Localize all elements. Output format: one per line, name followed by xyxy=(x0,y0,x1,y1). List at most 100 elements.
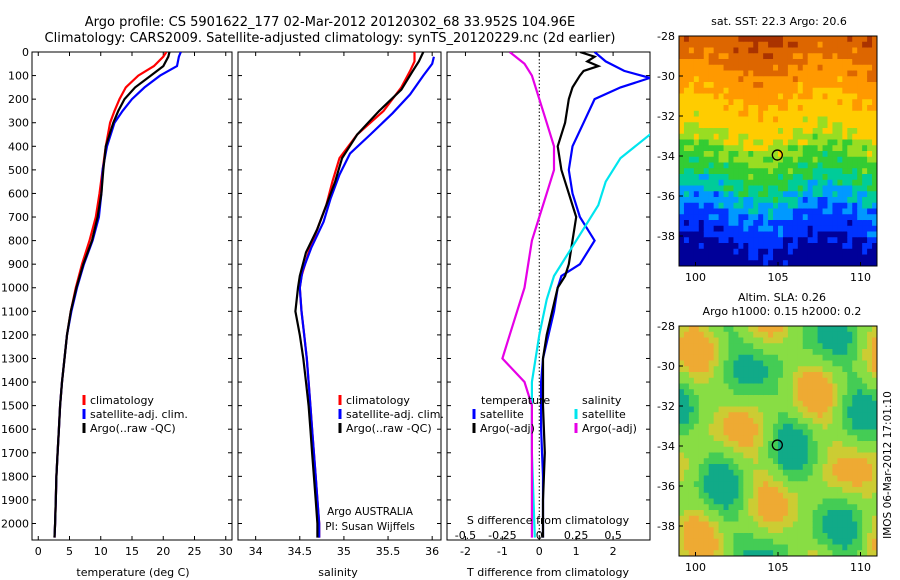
map-cell xyxy=(827,47,833,54)
map-cell xyxy=(679,133,685,140)
map-cell xyxy=(733,133,739,140)
map-cell xyxy=(778,145,784,152)
map-cell xyxy=(743,406,749,413)
map-cell xyxy=(763,220,769,227)
map-cell xyxy=(728,243,734,250)
map-cell xyxy=(862,220,868,227)
map-cell xyxy=(867,110,873,117)
map-cell xyxy=(728,331,734,338)
map-cell xyxy=(768,498,774,505)
map-cell xyxy=(817,76,824,83)
map-cell xyxy=(837,337,843,344)
map-cell xyxy=(773,214,779,221)
map-cell xyxy=(683,76,690,83)
map-cell xyxy=(837,76,843,83)
map-cell xyxy=(782,464,789,471)
map-cell xyxy=(867,116,873,123)
map-cell xyxy=(867,475,873,482)
map-cell xyxy=(723,174,729,181)
map-cell xyxy=(763,366,769,373)
map-cell xyxy=(748,527,754,534)
map-cell xyxy=(748,128,754,135)
map-cell xyxy=(802,168,809,175)
map-cell xyxy=(812,406,819,413)
map-cell xyxy=(847,70,853,77)
map-cell xyxy=(802,162,809,169)
map-cell xyxy=(822,492,828,499)
map-cell xyxy=(822,515,828,522)
map-cell xyxy=(688,487,695,494)
map-cell xyxy=(758,504,764,511)
map-cell xyxy=(698,498,705,505)
map-cell xyxy=(773,87,779,94)
map-cell xyxy=(847,550,853,557)
map-cell xyxy=(758,510,764,517)
map-cell xyxy=(703,133,710,140)
map-cell xyxy=(852,326,858,333)
map-cell xyxy=(822,389,828,396)
map-cell xyxy=(807,429,814,436)
map-cell xyxy=(778,377,784,384)
map-cell xyxy=(862,151,868,158)
map-cell xyxy=(852,214,858,221)
map-cell xyxy=(792,492,799,499)
map-cell xyxy=(773,105,779,112)
map-cell xyxy=(778,225,784,232)
map-cell xyxy=(792,122,799,129)
map-cell xyxy=(872,366,878,373)
map-cell xyxy=(778,372,784,379)
map-cell xyxy=(817,498,824,505)
map-cell xyxy=(758,254,764,261)
map-cell xyxy=(872,389,878,396)
map-cell xyxy=(827,156,833,163)
map-cell xyxy=(867,208,873,215)
map-cell xyxy=(763,93,769,100)
map-cell xyxy=(679,116,685,123)
map-cell xyxy=(688,82,695,89)
map-cell xyxy=(827,527,833,534)
map-cell xyxy=(748,349,754,356)
difference-legend: temperature salinitysatelliteArgo(-adj)sa… xyxy=(472,394,637,435)
map-cell xyxy=(812,99,819,106)
x-tick-label: 110 xyxy=(850,271,871,284)
map-cell xyxy=(758,105,764,112)
map-cell xyxy=(698,383,705,390)
map-cell xyxy=(812,360,819,367)
map-cell xyxy=(787,544,794,551)
map-cell xyxy=(847,331,853,338)
map-cell xyxy=(738,116,744,123)
map-cell xyxy=(857,354,863,361)
map-cell xyxy=(817,110,824,117)
map-cell xyxy=(743,185,749,192)
map-cell xyxy=(807,237,814,244)
map-cell xyxy=(832,179,838,186)
map-cell xyxy=(758,395,764,402)
map-cell xyxy=(718,481,725,488)
map-cell xyxy=(743,93,749,100)
map-cell xyxy=(748,521,754,528)
map-cell xyxy=(852,145,858,152)
map-cell xyxy=(812,168,819,175)
map-cell xyxy=(748,412,754,419)
map-cell xyxy=(713,105,720,112)
map-cell xyxy=(827,116,833,123)
map-cell xyxy=(693,41,700,48)
map-cell xyxy=(698,418,705,425)
map-cell xyxy=(852,538,858,545)
map-cell xyxy=(778,82,784,89)
map-cell xyxy=(748,452,754,459)
map-cell xyxy=(743,133,749,140)
map-cell xyxy=(787,116,794,123)
map-cell xyxy=(693,208,700,215)
map-cell xyxy=(688,191,695,198)
map-cell xyxy=(688,185,695,192)
map-cell xyxy=(683,179,690,186)
map-cell xyxy=(743,418,749,425)
map-cell xyxy=(768,487,774,494)
map-cell xyxy=(802,208,809,215)
x2-tick-label: 0.5 xyxy=(604,529,622,542)
map-cell xyxy=(862,110,868,117)
map-cell xyxy=(728,527,734,534)
map-cell xyxy=(753,128,759,135)
map-cell xyxy=(743,464,749,471)
